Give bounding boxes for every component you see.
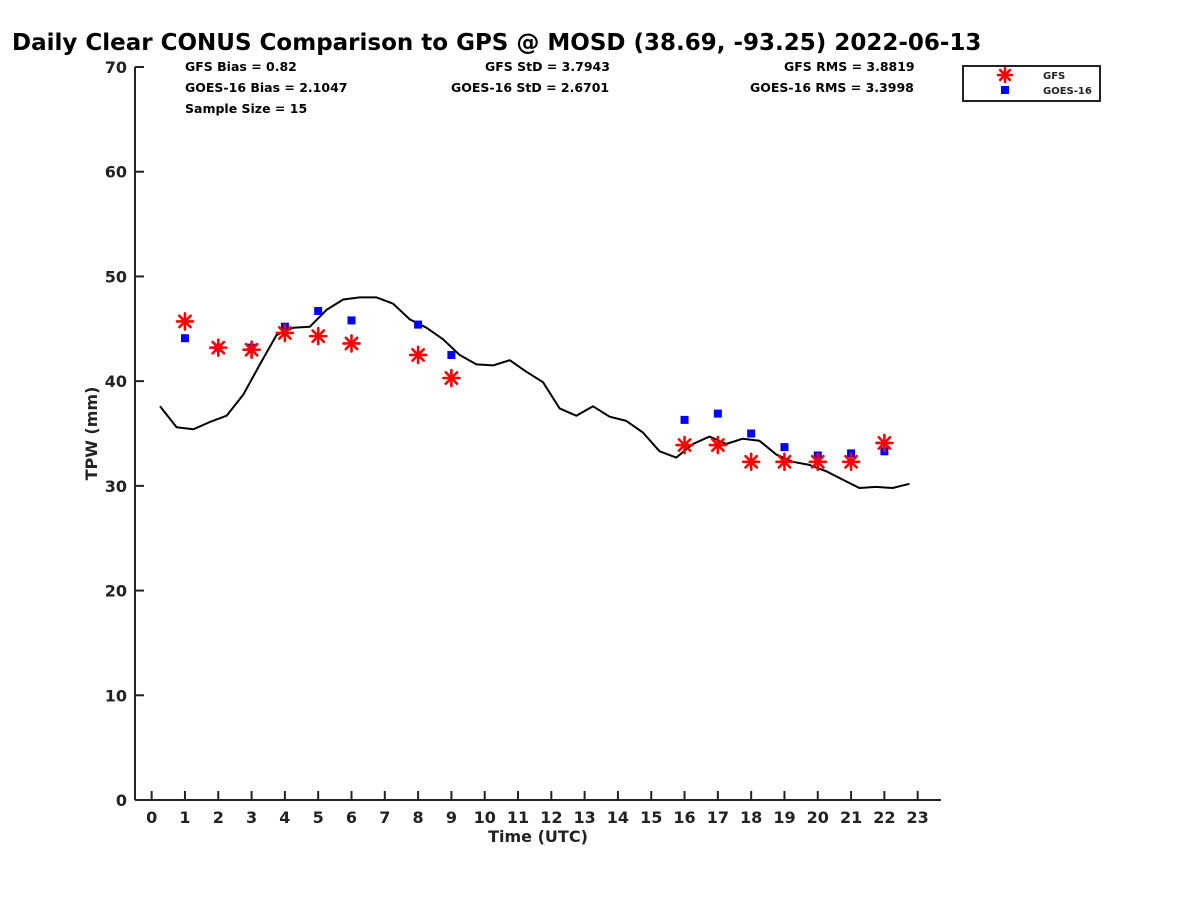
goes-bias-stat: GOES-16 Bias = 2.1047 (185, 80, 348, 95)
y-tick-label: 60 (105, 163, 127, 182)
y-axis-label: TPW (mm) (82, 387, 101, 481)
x-tick-label: 1 (179, 808, 190, 827)
goes-rms-stat: GOES-16 RMS = 3.3998 (750, 80, 914, 95)
x-tick-label: 2 (213, 808, 224, 827)
x-tick-label: 14 (607, 808, 629, 827)
goes-16-point (347, 316, 356, 325)
gps-line (159, 296, 910, 489)
x-tick-label: 3 (246, 808, 257, 827)
gfs-point (408, 345, 428, 365)
x-tick-label: 17 (707, 808, 729, 827)
x-tick-label: 12 (540, 808, 562, 827)
goes-16-point (747, 429, 756, 438)
gfs-point (775, 452, 794, 472)
x-tick-label: 9 (446, 808, 457, 827)
gfs-series (175, 312, 894, 472)
gfs-point (275, 323, 295, 343)
gfs-point (875, 433, 894, 453)
gfs-point (808, 452, 828, 472)
legend: GFS GOES-16 (962, 65, 1101, 102)
chart-title: Daily Clear CONUS Comparison to GPS @ MO… (12, 30, 982, 56)
y-tick-label: 0 (116, 791, 127, 810)
legend-gfs-label: GFS (1043, 71, 1065, 82)
x-tick-label: 7 (379, 808, 390, 827)
x-tick-label: 15 (640, 808, 662, 827)
y-tick-label: 40 (105, 372, 127, 391)
gfs-point (242, 340, 261, 360)
gfs-point (675, 435, 694, 455)
x-tick-label: 8 (413, 808, 424, 827)
x-tick-label: 20 (807, 808, 829, 827)
gfs-point (708, 435, 728, 455)
gfs-point (308, 326, 328, 346)
x-tick-label: 21 (840, 808, 862, 827)
goes-16-point (180, 334, 189, 343)
gfs-point (741, 452, 761, 472)
gfs-point (442, 368, 461, 388)
gfs-point (208, 338, 228, 357)
gfs-std-stat: GFS StD = 3.7943 (485, 59, 610, 74)
y-tick-label: 30 (105, 477, 127, 496)
goes-16-point (314, 306, 323, 315)
goes-16-point (680, 415, 689, 424)
x-tick-label: 10 (474, 808, 496, 827)
x-tick-label: 16 (673, 808, 695, 827)
legend-box (962, 65, 1101, 102)
gfs-point (175, 312, 195, 331)
x-tick-label: 11 (507, 808, 529, 827)
legend-gfs-marker (996, 66, 1014, 84)
x-tick-label: 19 (773, 808, 795, 827)
goes-16-point (780, 443, 789, 452)
y-tick-label: 50 (105, 267, 127, 286)
x-tick-label: 6 (346, 808, 357, 827)
x-tick-label: 22 (873, 808, 895, 827)
x-tick-label: 13 (573, 808, 595, 827)
x-tick-label: 4 (279, 808, 290, 827)
gfs-point (342, 334, 361, 353)
gps-series (159, 296, 910, 489)
sample-size-stat: Sample Size = 15 (185, 101, 308, 116)
x-axis-label: Time (UTC) (488, 827, 588, 846)
x-tick-label: 5 (313, 808, 324, 827)
y-tick-label: 10 (105, 686, 127, 705)
x-tick-label: 18 (740, 808, 762, 827)
goes-16-point (713, 409, 722, 418)
goes-16-point (414, 320, 423, 329)
y-tick-label: 20 (105, 582, 127, 601)
goes-16-point (447, 350, 456, 359)
y-tick-label: 70 (105, 58, 127, 77)
x-tick-label: 0 (146, 808, 157, 827)
gfs-bias-stat: GFS Bias = 0.82 (185, 59, 297, 74)
legend-goes-16-marker (1001, 86, 1009, 94)
x-tick-label: 23 (907, 808, 929, 827)
goes-std-stat: GOES-16 StD = 2.6701 (451, 80, 610, 95)
gfs-rms-stat: GFS RMS = 3.8819 (784, 59, 915, 74)
gfs-point (841, 452, 861, 472)
legend-goes-16-label: GOES-16 (1043, 86, 1092, 97)
